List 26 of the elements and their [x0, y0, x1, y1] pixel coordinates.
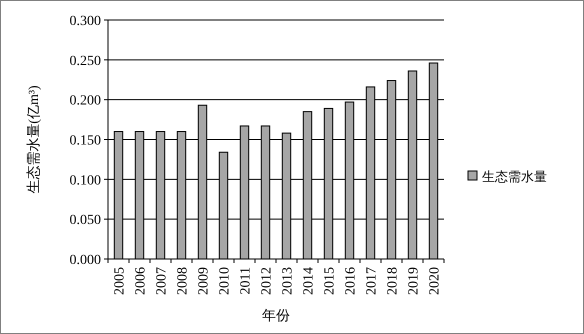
- y-tick-label: 0.050: [70, 213, 101, 228]
- x-tick-label: 2016: [344, 267, 358, 295]
- x-tick-label: 2015: [322, 267, 338, 295]
- y-tick-label: 0.150: [70, 134, 101, 148]
- x-tick-label: 2018: [386, 267, 400, 295]
- x-tick-label: 2008: [176, 267, 190, 295]
- x-tick-label: 2005: [112, 267, 128, 295]
- y-tick-label: 0.250: [70, 54, 101, 69]
- y-tick-label: 0.000: [70, 253, 101, 268]
- x-tick-label: 2013: [280, 267, 296, 295]
- x-tick-label: 2007: [154, 267, 170, 295]
- y-tick-label: 0.100: [70, 173, 101, 188]
- x-tick-label: 2012: [260, 267, 274, 295]
- x-tick-label: 2014: [302, 267, 316, 295]
- legend-label: 生态需水量: [482, 169, 547, 184]
- x-tick-label: 2009: [196, 267, 212, 295]
- x-axis-title: 年份: [262, 308, 290, 324]
- y-tick-label: 0.300: [70, 14, 101, 29]
- y-axis-title: 生态需水量(亿m³): [26, 84, 42, 194]
- x-tick-label: 2006: [134, 267, 148, 295]
- y-tick-label: 0.200: [70, 94, 101, 109]
- x-tick-label: 2011: [238, 267, 254, 294]
- x-tick-label: 2010: [218, 267, 232, 295]
- x-tick-label: 2017: [364, 267, 380, 295]
- x-tick-label: 2019: [406, 267, 422, 295]
- x-tick-label: 2020: [428, 267, 442, 295]
